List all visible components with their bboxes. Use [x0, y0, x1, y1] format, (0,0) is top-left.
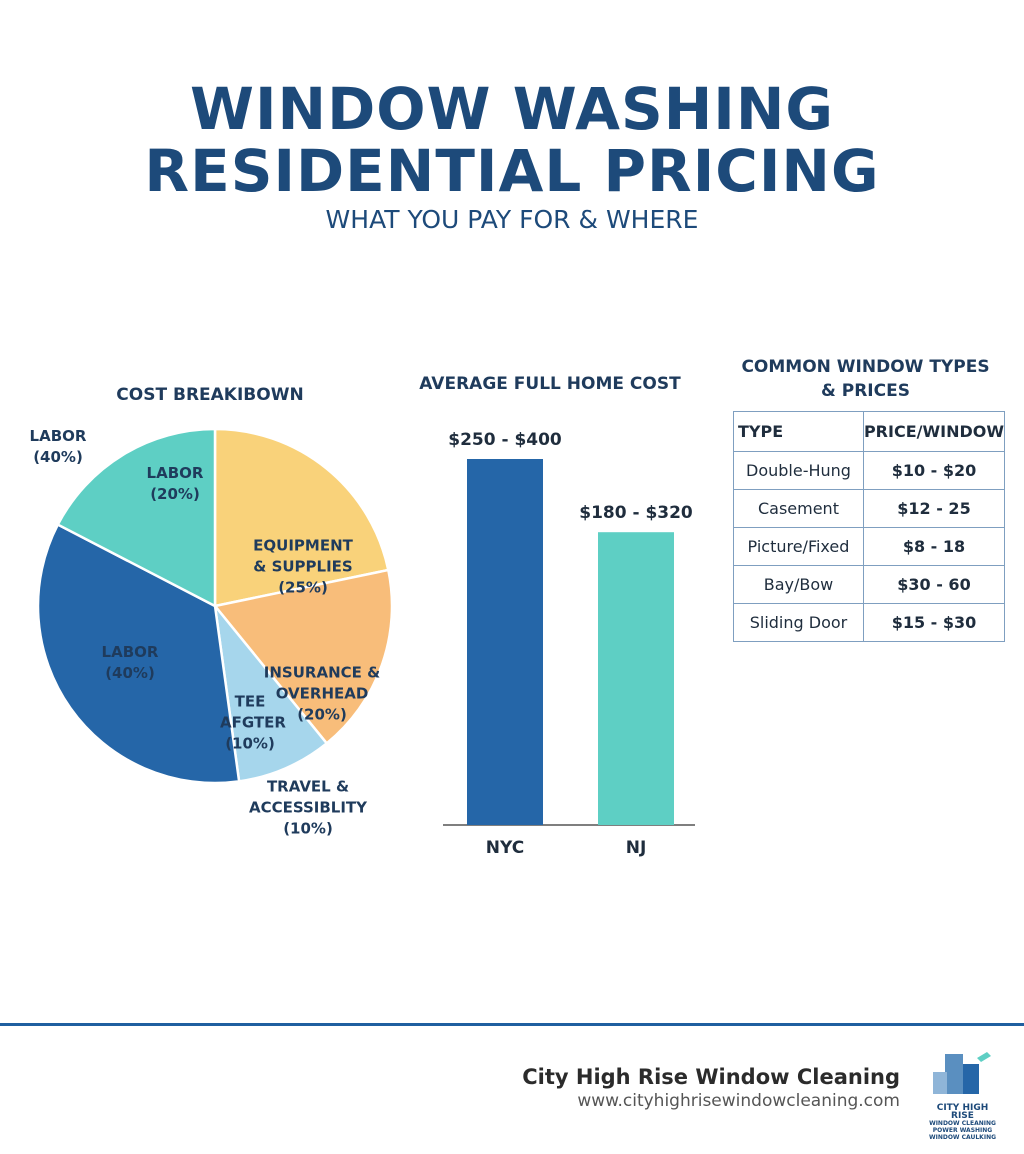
table-row: Bay/Bow $30 - 60 [733, 565, 1006, 604]
price-table: TYPE PRICE/WINDOW Double-Hung $10 - $20 Ca… [733, 411, 1006, 642]
logo-text: WINDOW CLEANING [929, 1120, 996, 1127]
slice-value: (25%) [278, 578, 328, 597]
logo-text: POWER WASHING [932, 1127, 993, 1134]
x-tick-label: NYC [486, 838, 524, 858]
slice-label: TEE AFGTER (10%) [220, 692, 286, 755]
footer-rule [0, 1023, 1024, 1026]
bar-value-label: $180 - $320 [579, 503, 693, 523]
table-cell: Casement [733, 489, 864, 528]
table-row: Double-Hung $10 - $20 [733, 451, 1006, 490]
table-row: Casement $12 - 25 [733, 489, 1006, 528]
table-cell: $12 - 25 [862, 489, 1006, 528]
slice-name: LABOR [101, 643, 159, 661]
table-cell: $30 - 60 [862, 565, 1006, 604]
pie-slice [213, 427, 390, 608]
slice-name: LABOR [146, 464, 204, 482]
slice-label: LABOR (20%) [135, 463, 215, 505]
bar-value-label: $250 - $400 [448, 430, 562, 450]
table-title: COMMON WINDOW TYPES & PRICES [741, 357, 990, 401]
table-cell: Double-Hung [733, 451, 864, 490]
table-cell: Bay/Bow [733, 565, 864, 604]
logo-icon [933, 1052, 991, 1094]
slice-value: (20%) [297, 705, 347, 724]
table-cell: $10 - $20 [862, 451, 1006, 490]
logo-text: CITY HIGH RISE [936, 1103, 989, 1121]
subtitle: WHAT YOU PAY FOR & WHERE [325, 205, 699, 234]
slice-name: INSURANCE & OVERHEAD [263, 663, 381, 703]
table-cell: $8 - 18 [862, 527, 1006, 566]
logo-text: WINDOW CAULKING [928, 1134, 997, 1141]
slice-value: (10%) [225, 734, 275, 753]
pie-slice [56, 427, 217, 609]
title: WINDOW WASHING RESIDENTIAL PRICING [0, 78, 1024, 202]
slice-label: EQUIPMENT & SUPPLIES (25%) [248, 536, 358, 599]
table-header: PRICE/WINDOW [862, 411, 1006, 452]
title-line: WINDOW WASHING [189, 75, 834, 143]
bar-title: AVERAGE FULL HOME COST [419, 374, 681, 394]
slice-label: LABOR (40%) [90, 642, 170, 684]
company-name: City High Rise Window Cleaning [522, 1065, 900, 1089]
bar [467, 459, 543, 825]
bar [598, 532, 674, 825]
x-tick-label: NJ [626, 838, 647, 858]
table-cell: Sliding Door [733, 603, 864, 642]
slice-value: (20%) [150, 485, 200, 503]
pie-annotation: TRAVEL & ACCESSIBLITY (10%) [248, 777, 368, 838]
pie-slice [212, 568, 394, 746]
pie-title: COST BREAKIBOWN [116, 385, 304, 405]
company-url: www.cityhighrisewindowcleaning.com [577, 1091, 900, 1111]
table-row: Sliding Door $15 - $30 [733, 603, 1006, 642]
slice-name: EQUIPMENT & SUPPLIES [253, 536, 353, 576]
table-header: TYPE [733, 411, 864, 452]
slice-name: TEE AFGTER [220, 692, 286, 732]
title-line: RESIDENTIAL PRICING [144, 137, 880, 205]
pie-annotation: LABOR (40%) [29, 427, 87, 466]
table-cell: $15 - $30 [862, 603, 1006, 642]
table-row: Picture/Fixed $8 - 18 [733, 527, 1006, 566]
slice-value: (40%) [105, 664, 155, 682]
slice-label: INSURANCE & OVERHEAD (20%) [262, 663, 382, 726]
table-cell: Picture/Fixed [733, 527, 864, 566]
pie-slice [213, 601, 329, 783]
logo: CITY HIGH RISE WINDOW CLEANING POWER WAS… [925, 1050, 1000, 1141]
pie-slice [36, 522, 241, 785]
